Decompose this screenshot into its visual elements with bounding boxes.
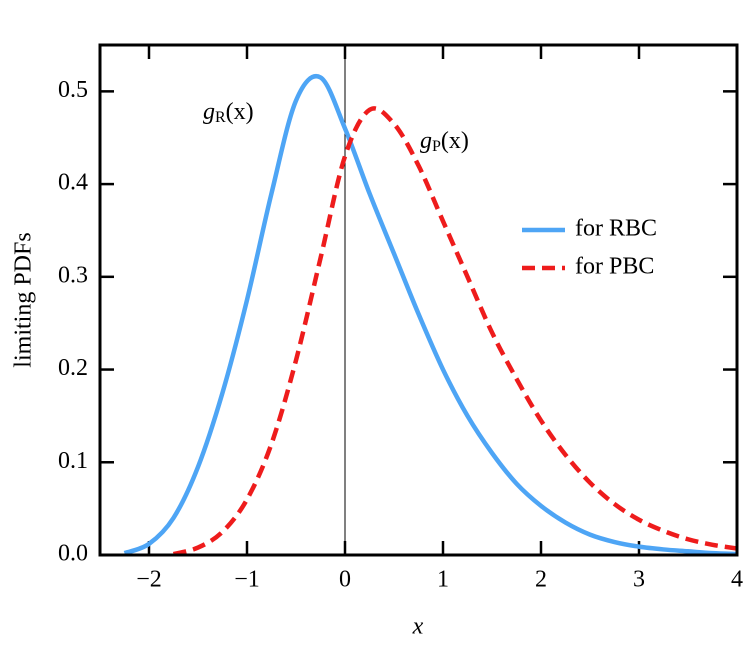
y-tick-label: 0.0: [58, 541, 88, 567]
curve-annotation: gP(x): [420, 128, 469, 155]
x-tick-label: 4: [731, 567, 743, 593]
y-tick-label: 0.4: [58, 170, 88, 196]
annotation-sub: P: [432, 138, 441, 155]
y-tick-label: 0.5: [58, 77, 88, 103]
y-axis-label: limiting PDFs: [11, 232, 37, 367]
plot-frame: [98, 43, 739, 557]
x-tick-label: −1: [234, 567, 260, 593]
x-axis-label: x: [412, 614, 424, 640]
series-line: [172, 106, 737, 555]
y-tick-label: 0.2: [58, 355, 88, 381]
legend-label: for RBC: [575, 216, 657, 242]
y-tick-label: 0.1: [58, 448, 88, 474]
annotation-base: g: [203, 99, 215, 125]
annotation-base: g: [420, 128, 432, 154]
annotation-sub: R: [215, 109, 226, 126]
annotation-arg: (x): [441, 128, 469, 154]
y-tick-label: 0.3: [58, 262, 88, 288]
x-tick-label: 0: [339, 567, 351, 593]
x-tick-label: 1: [437, 567, 449, 593]
x-tick-label: 3: [633, 567, 645, 593]
curve-annotation: gR(x): [203, 99, 254, 126]
series-line: [123, 74, 737, 555]
x-tick-label: −2: [136, 567, 162, 593]
legend-label: for PBC: [575, 254, 654, 280]
annotation-arg: (x): [226, 99, 254, 125]
x-tick-label: 2: [535, 567, 547, 593]
